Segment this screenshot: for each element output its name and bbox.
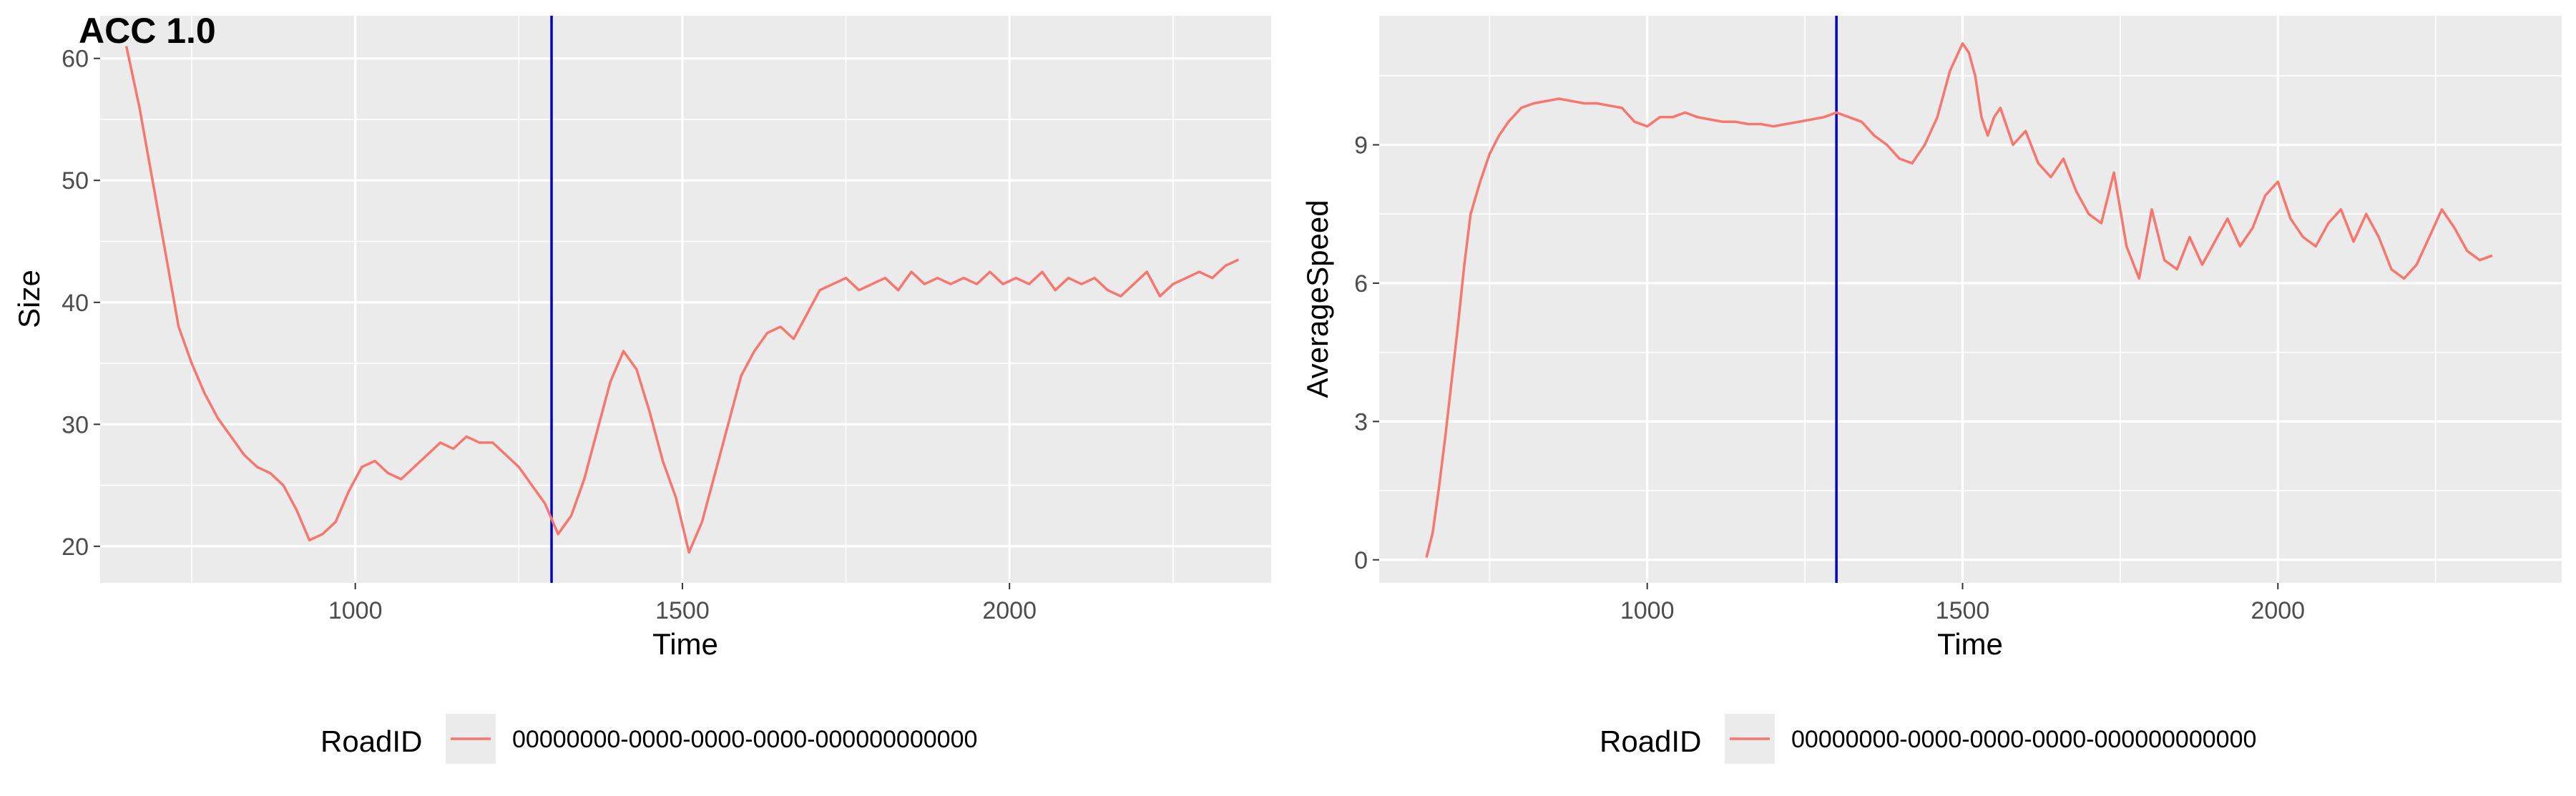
x-tick-label: 2000 [982, 597, 1037, 624]
x-tick-label: 1500 [655, 597, 710, 624]
x-tick-labels: 1000 1500 2000 [328, 583, 1037, 624]
y-tick-label: 6 [1354, 270, 1368, 298]
y-tick-label: 9 [1354, 132, 1368, 159]
y-axis-title: AverageSpeed [1301, 200, 1334, 398]
series-line [1425, 41, 2493, 558]
figure-tag: ACC 1.0 [79, 11, 216, 51]
panel-background [100, 16, 1271, 583]
legend: RoadID 00000000-0000-0000-0000-000000000… [1600, 714, 2256, 764]
y-tick-label: 40 [62, 290, 89, 317]
legend-entry: 00000000-0000-0000-0000-000000000000 [512, 726, 977, 753]
y-tick-label: 3 [1354, 408, 1368, 436]
legend-entry: 00000000-0000-0000-0000-000000000000 [1791, 726, 2256, 753]
x-tick-label: 1000 [1620, 597, 1675, 624]
x-tick-labels: 1000 1500 2000 [1620, 583, 2305, 624]
x-axis-title: Time [652, 627, 718, 661]
y-tick-labels: 0 3 6 9 [1354, 132, 1379, 574]
x-axis-title: Time [1937, 627, 2003, 661]
y-tick-label: 0 [1354, 547, 1368, 574]
panel-average-speed: 0 3 6 9 1000 1500 2000 Time AverageSpeed Road… [1301, 16, 2562, 764]
x-tick-label: 1000 [328, 597, 383, 624]
grid [100, 16, 1271, 583]
legend: RoadID 00000000-0000-0000-0000-000000000… [320, 714, 977, 764]
y-tick-label: 30 [62, 411, 89, 438]
legend-title: RoadID [320, 724, 422, 758]
x-tick-label: 2000 [2251, 597, 2305, 624]
x-tick-label: 1500 [1936, 597, 1990, 624]
y-tick-label: 50 [62, 167, 89, 195]
series-line [124, 46, 1240, 554]
panel-size: 20 30 40 50 60 1000 1500 2000 Time Size RoadID… [12, 16, 1271, 764]
series-path [1425, 41, 2493, 558]
y-tick-label: 60 [62, 46, 89, 73]
series-path [124, 46, 1240, 554]
panel-background [1379, 16, 2562, 583]
legend-title: RoadID [1600, 724, 1701, 758]
y-tick-label: 20 [62, 534, 89, 561]
grid [1379, 16, 2562, 583]
y-tick-labels: 20 30 40 50 60 [62, 46, 100, 561]
y-axis-title: Size [12, 270, 46, 328]
